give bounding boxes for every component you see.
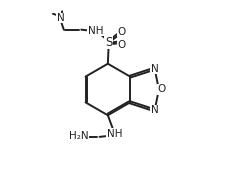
Text: S: S [105,36,112,49]
Text: H: H [93,26,100,36]
Text: N: N [151,105,158,115]
Text: NH: NH [88,26,104,36]
Text: N: N [151,64,158,74]
Text: N: N [57,13,64,23]
Text: O: O [157,84,166,94]
Text: O: O [117,27,125,37]
Text: NH: NH [107,129,122,139]
Text: O: O [117,40,125,50]
Text: H₂N: H₂N [69,131,89,141]
Text: N: N [93,26,100,36]
